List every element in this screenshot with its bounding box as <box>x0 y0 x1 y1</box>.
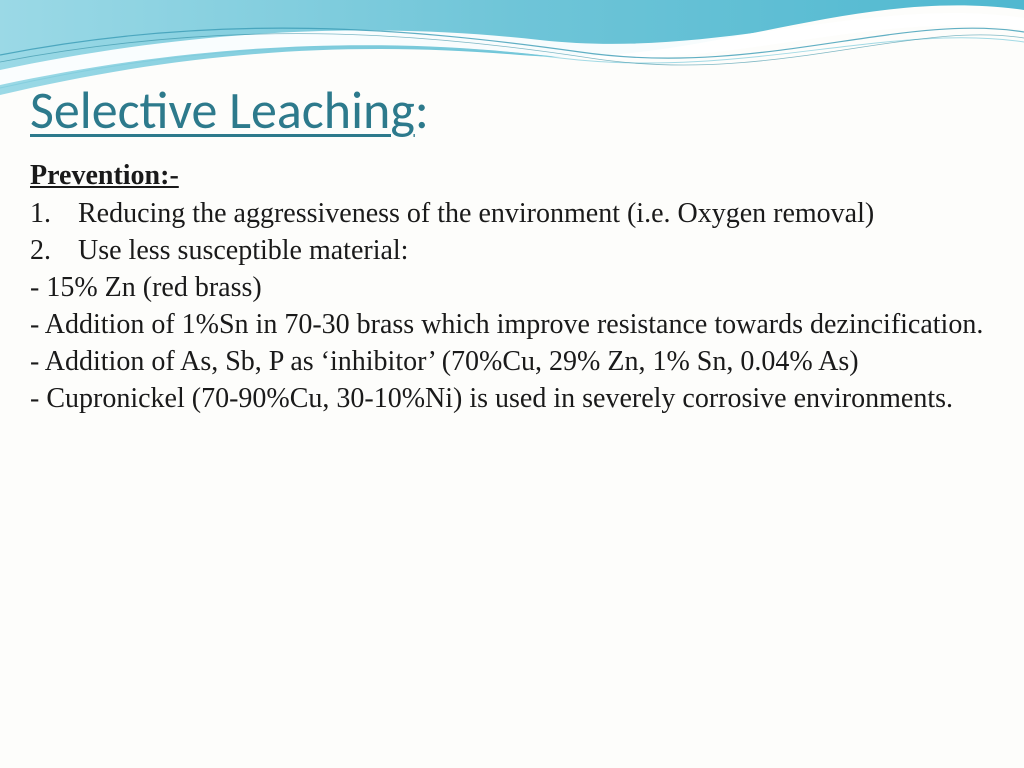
bullet-item: - 15% Zn (red brass) <box>30 270 994 307</box>
bullet-item: - Addition of As, Sb, P as ‘inhibitor’ (… <box>30 344 994 381</box>
item-text: Reducing the aggressiveness of the envir… <box>78 198 874 229</box>
item-text: Use less susceptible material: <box>78 235 408 266</box>
slide-content: Selective Leaching: Prevention:- 1. Redu… <box>30 78 994 418</box>
item-number: 1. <box>30 196 51 233</box>
prevention-bullet-list: - 15% Zn (red brass) - Addition of 1%Sn … <box>30 270 994 418</box>
bullet-item: - Cupronickel (70-90%Cu, 30-10%Ni) is us… <box>30 381 994 418</box>
prevention-ordered-list: 1. Reducing the aggressiveness of the en… <box>30 196 994 270</box>
title-main-text: Selective Leaching <box>30 78 415 142</box>
title-suffix: : <box>415 78 429 142</box>
ordered-item: 1. Reducing the aggressiveness of the en… <box>30 196 994 233</box>
item-number: 2. <box>30 233 51 270</box>
slide-title: Selective Leaching: <box>30 78 994 142</box>
prevention-subtitle: Prevention:- <box>30 160 994 192</box>
ordered-item: 2. Use less susceptible material: <box>30 233 994 270</box>
bullet-item: - Addition of 1%Sn in 70-30 brass which … <box>30 307 994 344</box>
